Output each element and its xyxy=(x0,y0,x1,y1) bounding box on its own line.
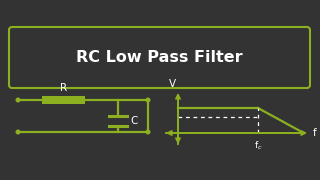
Text: C: C xyxy=(130,116,137,126)
Circle shape xyxy=(16,130,20,134)
Text: f$_c$: f$_c$ xyxy=(254,140,262,152)
Bar xyxy=(42,96,85,104)
Text: RC Low Pass Filter: RC Low Pass Filter xyxy=(76,50,243,65)
Circle shape xyxy=(146,130,150,134)
Text: R: R xyxy=(60,83,67,93)
Circle shape xyxy=(146,98,150,102)
Text: V: V xyxy=(168,79,176,89)
Text: f: f xyxy=(313,128,317,138)
FancyBboxPatch shape xyxy=(9,27,310,88)
Circle shape xyxy=(16,98,20,102)
